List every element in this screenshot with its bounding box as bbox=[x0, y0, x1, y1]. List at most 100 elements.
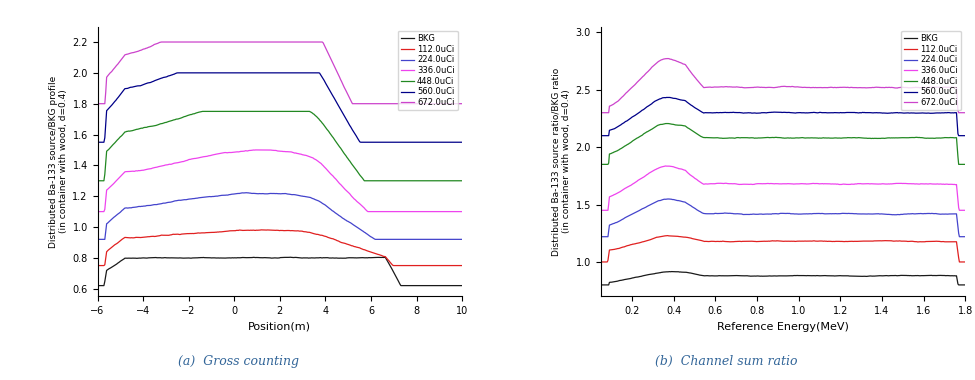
672.0uCi bbox=[661, 56, 673, 61]
224.0uCi bbox=[812, 211, 824, 216]
Line: 672.0uCi: 672.0uCi bbox=[98, 42, 462, 104]
BKG bbox=[285, 255, 296, 260]
Line: 112.0uCi: 112.0uCi bbox=[601, 236, 965, 262]
672.0uCi bbox=[894, 85, 906, 90]
672.0uCi bbox=[771, 85, 783, 90]
224.0uCi bbox=[356, 228, 368, 233]
224.0uCi bbox=[595, 234, 606, 239]
672.0uCi bbox=[358, 101, 370, 106]
224.0uCi bbox=[456, 237, 468, 242]
Line: 224.0uCi: 224.0uCi bbox=[601, 199, 965, 237]
672.0uCi bbox=[237, 40, 249, 44]
336.0uCi bbox=[136, 168, 147, 173]
336.0uCi bbox=[456, 209, 468, 214]
336.0uCi bbox=[894, 181, 906, 186]
336.0uCi bbox=[812, 181, 824, 186]
224.0uCi bbox=[211, 194, 222, 198]
112.0uCi bbox=[959, 260, 971, 264]
560.0uCi bbox=[812, 111, 824, 115]
672.0uCi bbox=[156, 40, 168, 44]
224.0uCi bbox=[136, 204, 147, 209]
672.0uCi bbox=[92, 101, 103, 106]
BKG bbox=[211, 256, 222, 260]
Line: BKG: BKG bbox=[601, 272, 965, 285]
560.0uCi bbox=[959, 133, 971, 138]
X-axis label: Position(m): Position(m) bbox=[249, 322, 311, 332]
560.0uCi bbox=[663, 95, 675, 100]
224.0uCi bbox=[768, 212, 780, 216]
560.0uCi bbox=[595, 133, 606, 138]
Line: 112.0uCi: 112.0uCi bbox=[98, 230, 462, 266]
112.0uCi bbox=[322, 235, 333, 240]
336.0uCi bbox=[322, 168, 333, 173]
X-axis label: Reference Energy(MeV): Reference Energy(MeV) bbox=[717, 322, 849, 332]
448.0uCi bbox=[212, 109, 223, 114]
560.0uCi bbox=[237, 71, 249, 75]
Legend: BKG, 112.0uCi, 224.0uCi, 336.0uCi, 448.0uCi, 560.0uCi, 672.0uCi: BKG, 112.0uCi, 224.0uCi, 336.0uCi, 448.0… bbox=[901, 31, 961, 111]
560.0uCi bbox=[212, 71, 223, 75]
Line: 336.0uCi: 336.0uCi bbox=[601, 166, 965, 210]
BKG bbox=[92, 283, 103, 288]
112.0uCi bbox=[211, 230, 222, 234]
672.0uCi bbox=[952, 97, 963, 101]
BKG bbox=[136, 256, 147, 260]
560.0uCi bbox=[136, 83, 147, 88]
560.0uCi bbox=[322, 85, 333, 89]
BKG bbox=[894, 273, 906, 278]
112.0uCi bbox=[768, 239, 780, 243]
224.0uCi bbox=[662, 197, 674, 201]
448.0uCi bbox=[793, 136, 804, 140]
224.0uCi bbox=[771, 211, 783, 216]
BKG bbox=[768, 274, 780, 278]
560.0uCi bbox=[92, 140, 103, 144]
224.0uCi bbox=[241, 190, 253, 195]
448.0uCi bbox=[136, 126, 147, 130]
672.0uCi bbox=[768, 85, 780, 90]
BKG bbox=[322, 255, 333, 260]
112.0uCi bbox=[771, 239, 783, 243]
224.0uCi bbox=[793, 212, 804, 217]
448.0uCi bbox=[595, 162, 606, 167]
672.0uCi bbox=[959, 111, 971, 115]
BKG bbox=[952, 278, 963, 282]
448.0uCi bbox=[358, 177, 370, 182]
336.0uCi bbox=[356, 203, 368, 207]
112.0uCi bbox=[358, 247, 370, 252]
672.0uCi bbox=[812, 85, 824, 90]
Line: 560.0uCi: 560.0uCi bbox=[98, 73, 462, 142]
Line: 224.0uCi: 224.0uCi bbox=[98, 193, 462, 239]
336.0uCi bbox=[793, 182, 804, 186]
112.0uCi bbox=[595, 260, 606, 264]
448.0uCi bbox=[812, 136, 824, 141]
448.0uCi bbox=[197, 109, 209, 114]
448.0uCi bbox=[768, 135, 780, 140]
Line: 336.0uCi: 336.0uCi bbox=[98, 150, 462, 212]
BKG bbox=[959, 283, 971, 287]
BKG bbox=[771, 274, 783, 278]
448.0uCi bbox=[959, 162, 971, 167]
112.0uCi bbox=[136, 235, 147, 240]
336.0uCi bbox=[595, 208, 606, 212]
Text: (b)  Channel sum ratio: (b) Channel sum ratio bbox=[655, 355, 798, 368]
672.0uCi bbox=[456, 101, 468, 106]
336.0uCi bbox=[771, 181, 783, 186]
224.0uCi bbox=[894, 212, 906, 217]
672.0uCi bbox=[793, 85, 804, 89]
224.0uCi bbox=[358, 229, 370, 234]
BKG bbox=[236, 255, 248, 260]
Line: BKG: BKG bbox=[98, 257, 462, 286]
560.0uCi bbox=[172, 71, 183, 75]
672.0uCi bbox=[212, 40, 223, 44]
672.0uCi bbox=[356, 101, 368, 106]
560.0uCi bbox=[358, 140, 370, 144]
Text: (a)  Gross counting: (a) Gross counting bbox=[178, 355, 299, 368]
112.0uCi bbox=[356, 247, 368, 251]
448.0uCi bbox=[237, 109, 249, 114]
224.0uCi bbox=[952, 218, 963, 223]
560.0uCi bbox=[894, 111, 906, 115]
Y-axis label: Distributed Ba-133 source ratio/BKG ratio
(in container with wood, d=0.4): Distributed Ba-133 source ratio/BKG rati… bbox=[552, 67, 571, 256]
336.0uCi bbox=[768, 182, 780, 186]
BKG bbox=[358, 255, 370, 260]
112.0uCi bbox=[812, 239, 824, 243]
672.0uCi bbox=[595, 111, 606, 115]
